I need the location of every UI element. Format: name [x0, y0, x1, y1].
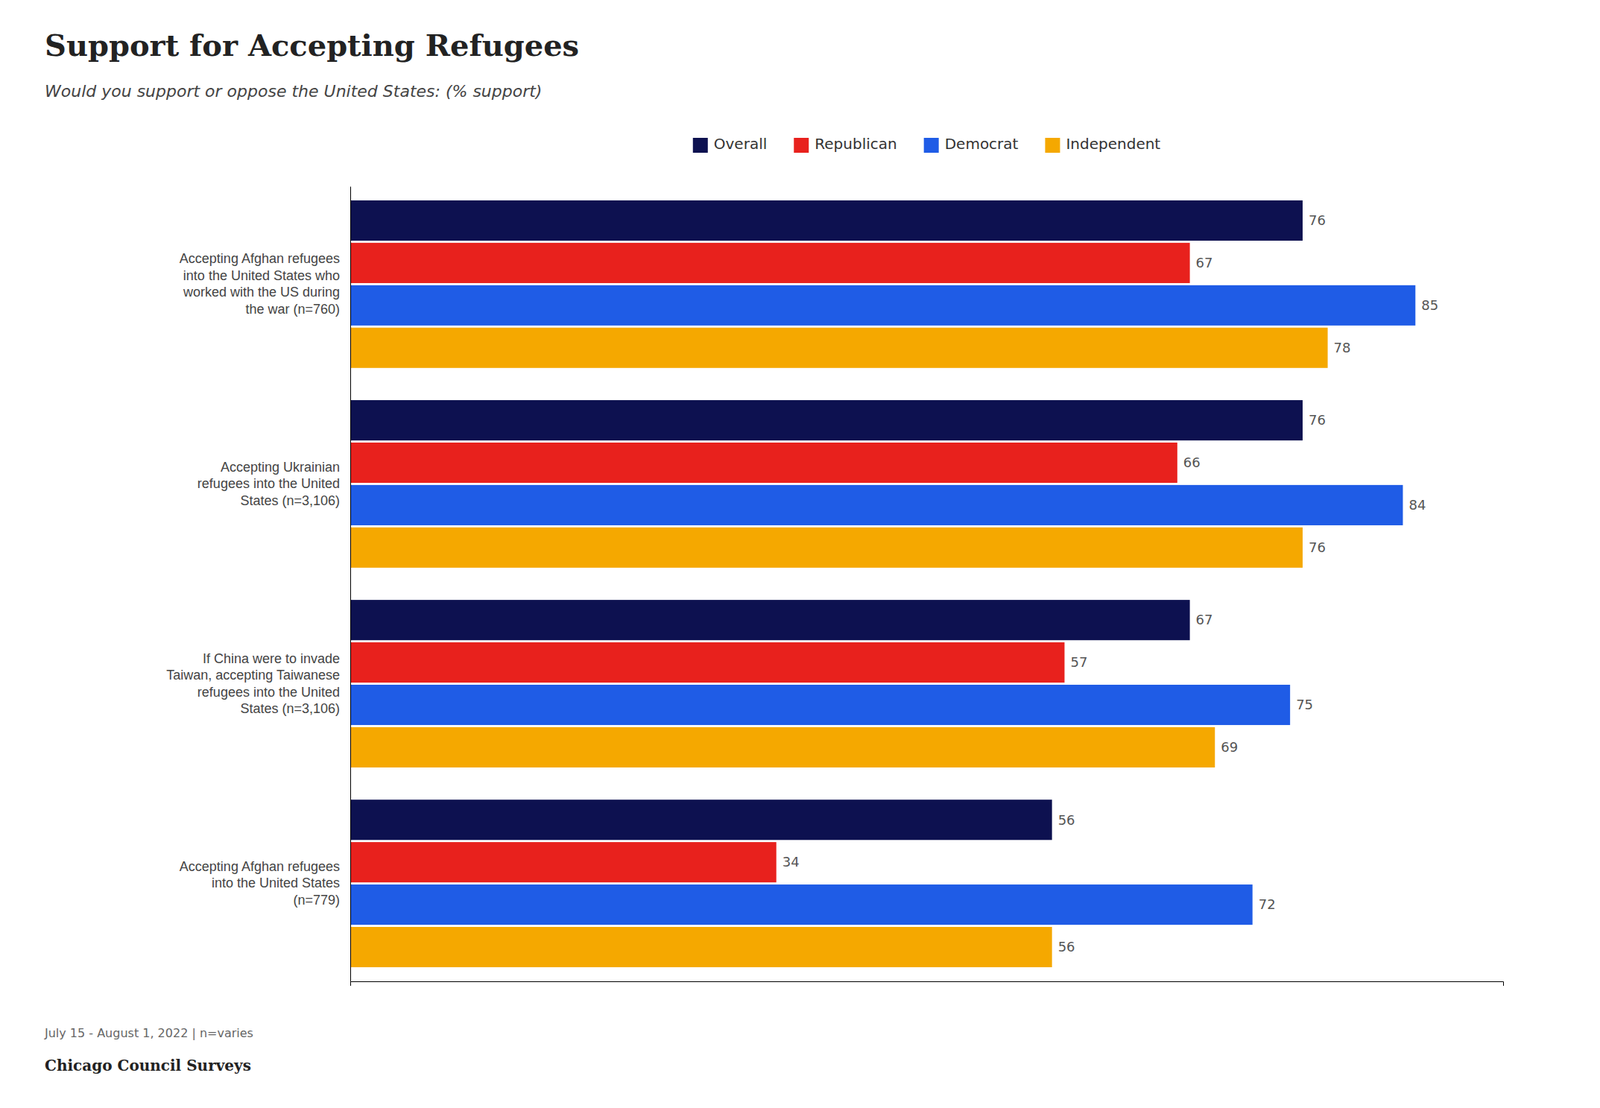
y-tick-label-line: States (n=3,106) — [239, 701, 340, 717]
legend-swatch — [1044, 137, 1060, 153]
bar — [350, 842, 777, 883]
y-tick: If China were to invadeTaiwan, accepting… — [166, 651, 351, 717]
footer: July 15 - August 1, 2022 | n=varies Chica… — [43, 1026, 254, 1075]
bar — [350, 642, 1065, 683]
bar — [350, 200, 1303, 241]
chart: Support for Accepting Refugees Would you … — [0, 0, 1600, 1108]
data-label: 76 — [1308, 412, 1326, 428]
legend: Overall Republican Democrat Independent — [693, 134, 1162, 153]
data-label: 66 — [1183, 454, 1201, 471]
bar — [350, 527, 1303, 568]
y-tick-label-line: into the United States who — [183, 268, 340, 284]
data-label: 57 — [1070, 654, 1088, 670]
legend-swatch — [924, 137, 939, 153]
data-label: 69 — [1220, 739, 1238, 755]
bar — [350, 285, 1416, 326]
bar — [350, 327, 1328, 369]
data-label: 56 — [1058, 812, 1076, 828]
y-tick-label-line: If China were to invade — [202, 651, 340, 667]
data-label: 85 — [1421, 297, 1439, 313]
data-label: 34 — [782, 854, 800, 870]
legend-swatch — [793, 137, 809, 153]
legend-item: Republican — [793, 134, 897, 153]
y-tick-label-line: Taiwan, accepting Taiwanese — [166, 667, 340, 683]
bar — [350, 884, 1253, 925]
data-label: 84 — [1408, 497, 1426, 513]
y-axis-line — [350, 187, 352, 983]
data-labels: 76 67 85 78 76 66 84 76 67 57 75 69 56 34 72 56 — [782, 212, 1439, 955]
bar — [350, 684, 1290, 726]
legend-label: Democrat — [944, 134, 1019, 153]
bar — [350, 242, 1191, 284]
y-tick-label-line: Accepting Afghan refugees — [179, 859, 340, 875]
bar — [350, 727, 1215, 768]
y-tick-label-line: Accepting Ukrainian — [220, 459, 340, 475]
data-label: 67 — [1196, 254, 1214, 271]
data-label: 78 — [1333, 339, 1352, 356]
y-tick-label-line: refugees into the United — [197, 476, 340, 492]
legend-label: Republican — [814, 134, 897, 153]
y-tick: Accepting Afghan refugeesinto the United… — [179, 251, 351, 317]
y-tick-label-line: the war (n=760) — [245, 301, 340, 317]
y-tick-label-line: Accepting Afghan refugees — [179, 251, 340, 267]
subtitle: Would you support or oppose the United S… — [44, 81, 542, 101]
legend-item: Independent — [1044, 134, 1161, 153]
legend-item: Overall — [693, 134, 767, 153]
data-label: 75 — [1295, 696, 1314, 713]
footer-note: Chicago Council Surveys — [44, 1056, 252, 1075]
bar — [350, 400, 1303, 441]
bar — [350, 485, 1403, 526]
y-tick-label-line: worked with the US during — [182, 284, 340, 300]
bar — [350, 599, 1191, 641]
data-label: 72 — [1258, 896, 1276, 913]
data-label: 76 — [1308, 212, 1326, 229]
data-label: 56 — [1058, 938, 1076, 955]
y-tick-label: If China were to invadeTaiwan, accepting… — [166, 651, 340, 717]
title: Support for Accepting Refugees — [44, 27, 580, 63]
bars — [350, 200, 1416, 968]
y-tick-label-line: States (n=3,106) — [239, 493, 340, 509]
data-label: 76 — [1308, 539, 1326, 556]
bar — [350, 799, 1053, 840]
data-label: 67 — [1196, 611, 1214, 628]
legend-label: Independent — [1065, 134, 1161, 153]
legend-swatch — [693, 137, 708, 153]
y-tick-label-line: (n=779) — [292, 892, 340, 908]
y-tick-label: Accepting Afghan refugeesinto the United… — [179, 251, 340, 317]
x-axis-line — [351, 982, 1504, 987]
y-tick-label: Accepting Ukrainianrefugees into the Uni… — [197, 459, 340, 509]
footer-note: July 15 - August 1, 2022 | n=varies — [43, 1026, 254, 1041]
bar — [350, 442, 1178, 483]
y-tick: Accepting Afghan refugeesinto the United… — [179, 859, 351, 908]
y-tick-label: Accepting Afghan refugeesinto the United… — [179, 859, 340, 908]
y-tick: Accepting Ukrainianrefugees into the Uni… — [197, 459, 351, 509]
x-axis — [351, 982, 1504, 987]
y-tick-label-line: into the United States — [211, 875, 340, 891]
y-axis: Accepting Afghan refugeesinto the United… — [166, 187, 351, 983]
bar — [350, 927, 1053, 968]
y-tick-label-line: refugees into the United — [197, 684, 340, 700]
legend-label: Overall — [713, 134, 767, 153]
legend-item: Democrat — [924, 134, 1019, 153]
